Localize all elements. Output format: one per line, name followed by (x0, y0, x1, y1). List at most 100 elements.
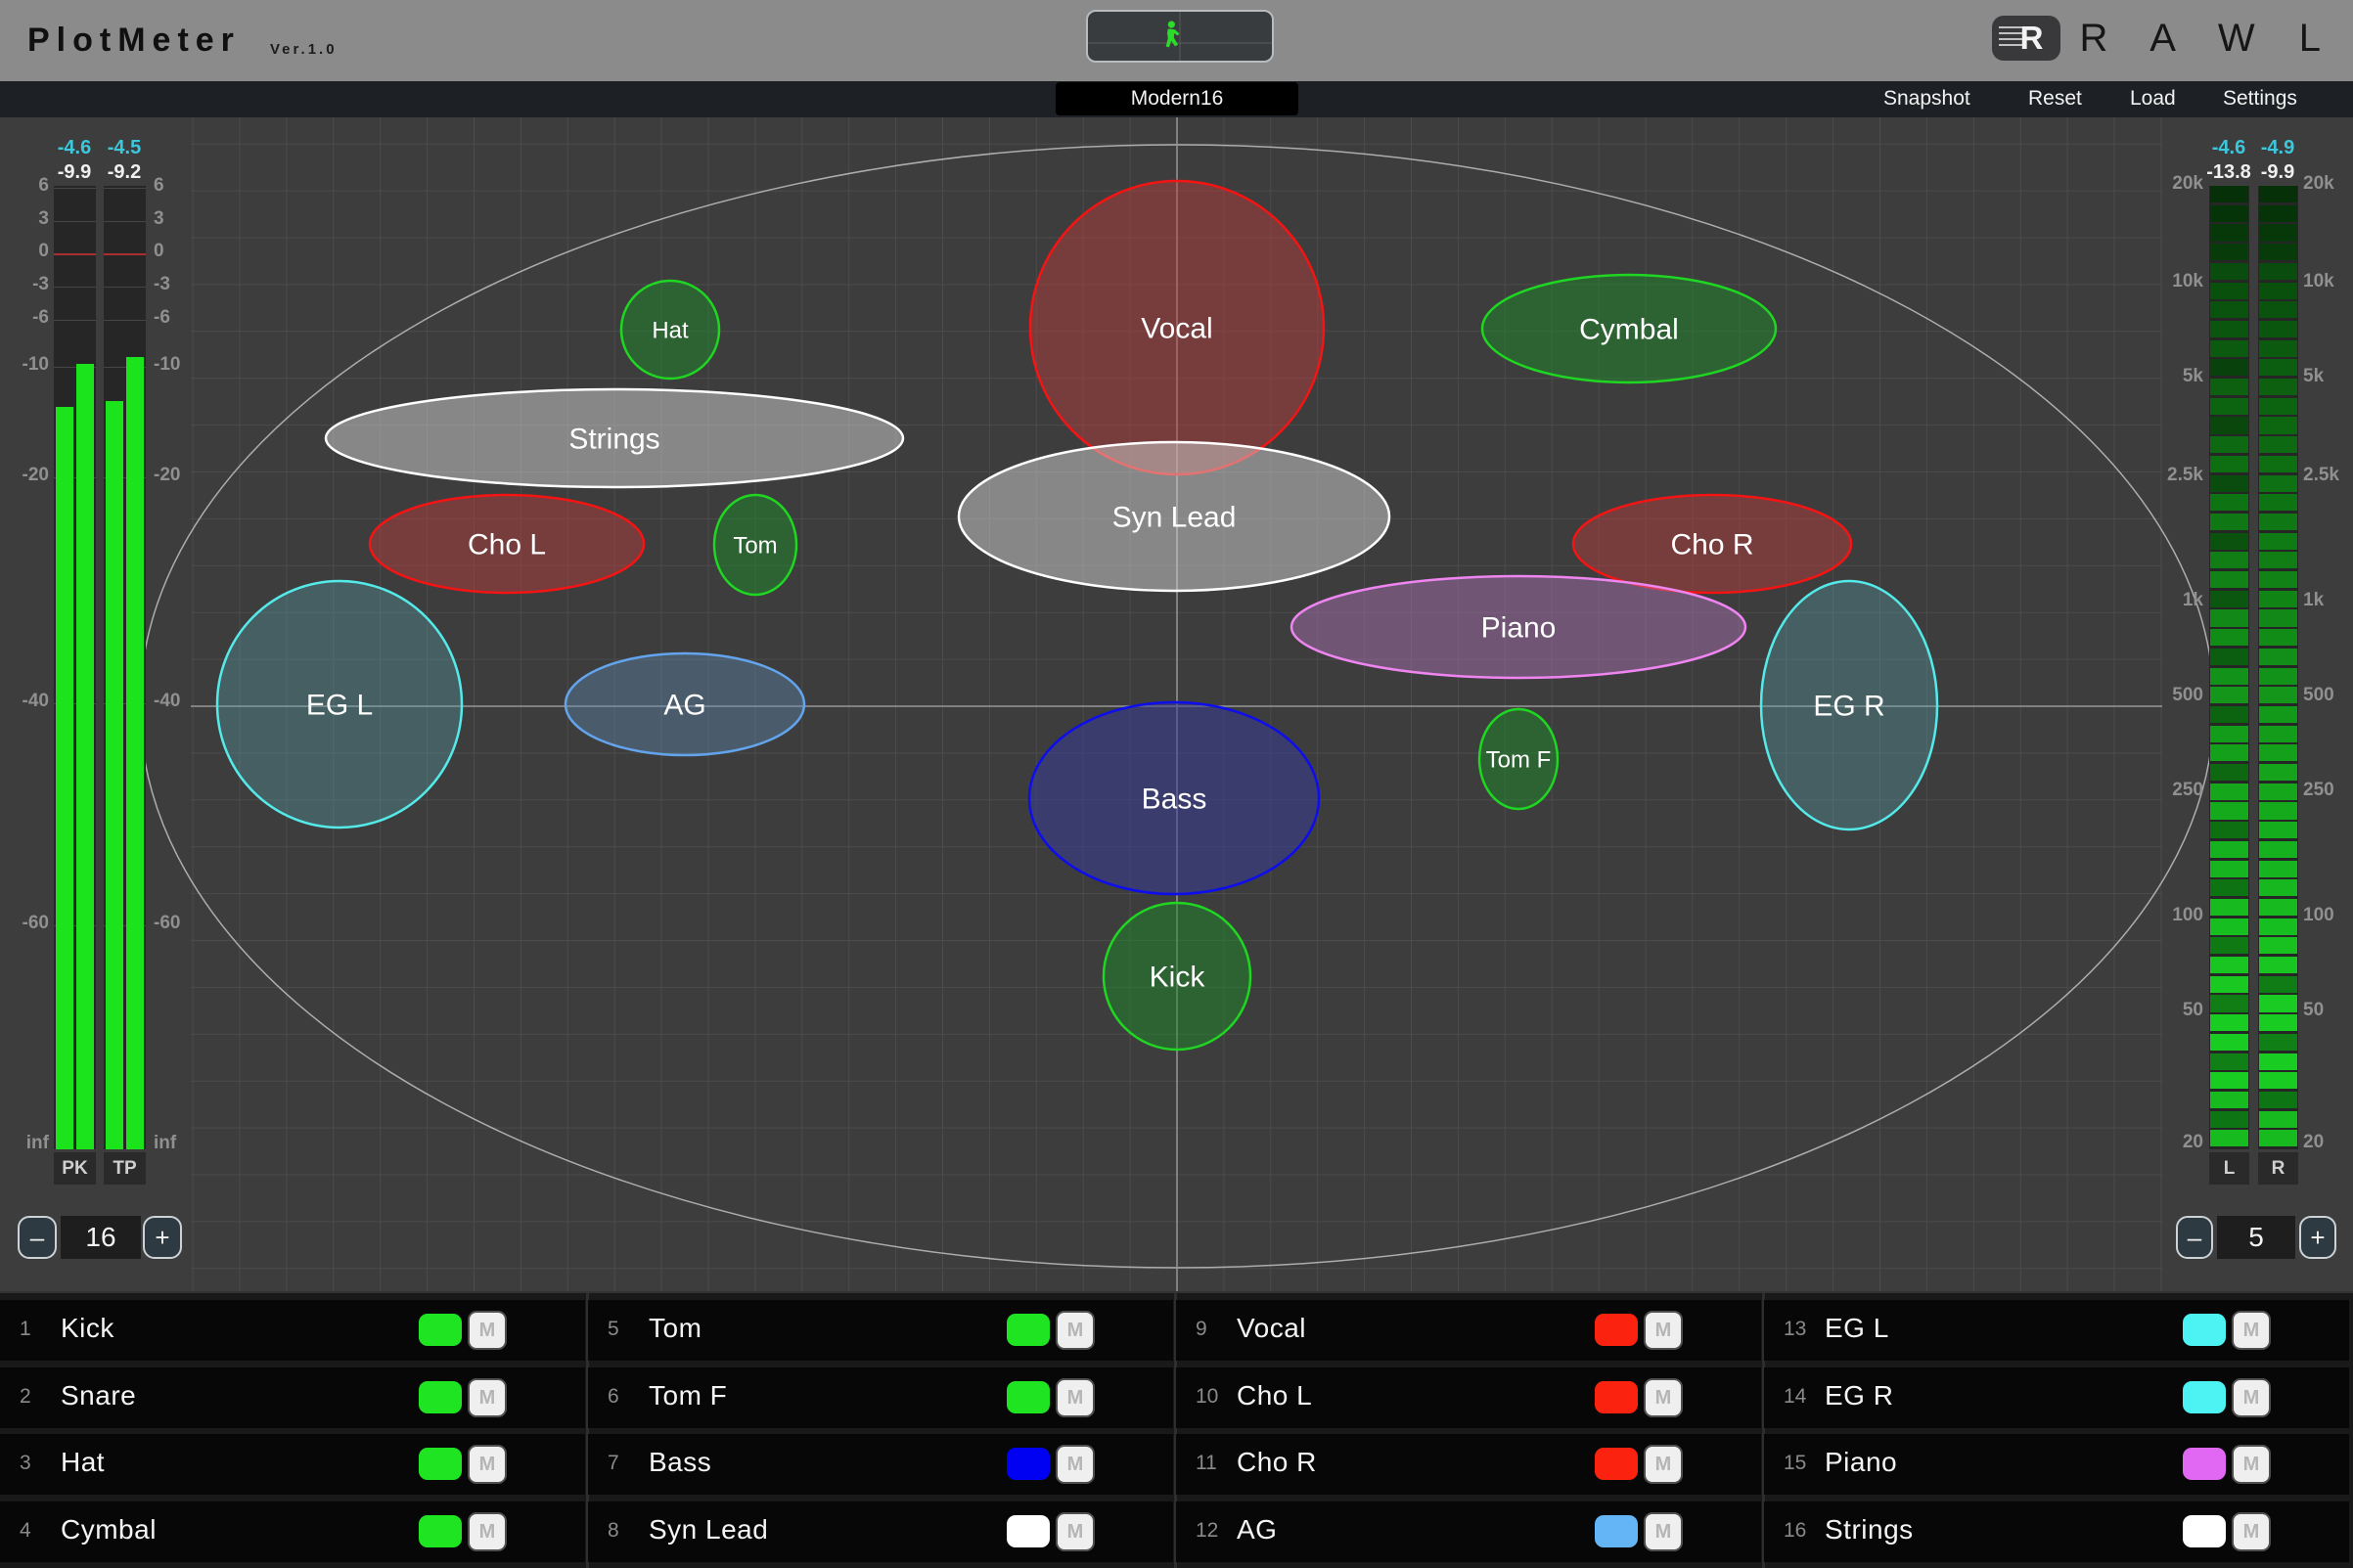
track-color-swatch[interactable] (2183, 1448, 2226, 1480)
meter-tick (54, 221, 96, 222)
mute-button[interactable]: M (1644, 1445, 1683, 1484)
peak-value-0: -4.6 (2211, 137, 2246, 158)
instrument-tom[interactable]: Tom (712, 493, 798, 597)
spectrum-segment (2210, 629, 2248, 647)
instrument-strings[interactable]: Strings (324, 387, 905, 489)
track-color-swatch[interactable] (1595, 1314, 1638, 1346)
spectrum-segment (2210, 822, 2248, 839)
meter-tick (104, 477, 146, 478)
menu-item-load[interactable]: Load (2130, 87, 2176, 110)
right-meter-stepper-increment-button[interactable]: + (2299, 1216, 2336, 1259)
app-version: Ver.1.0 (270, 41, 338, 58)
track-color-swatch[interactable] (419, 1381, 462, 1413)
track-color-swatch[interactable] (1007, 1448, 1050, 1480)
mute-button[interactable]: M (2232, 1378, 2271, 1417)
track-number: 6 (608, 1385, 619, 1408)
spectrum-segment (2210, 860, 2248, 877)
track-name: AG (1237, 1514, 1278, 1545)
spectrum-segment (2259, 609, 2297, 627)
track-name: Syn Lead (649, 1514, 769, 1545)
instrument-cymbal[interactable]: Cymbal (1480, 273, 1778, 384)
instrument-kick[interactable]: Kick (1102, 901, 1252, 1052)
mute-button[interactable]: M (2232, 1512, 2271, 1551)
mute-button[interactable]: M (1056, 1512, 1095, 1551)
mute-button[interactable]: M (1644, 1311, 1683, 1350)
right-meter-stepper-decrement-button[interactable]: – (2176, 1216, 2213, 1259)
instrument-eg-r[interactable]: EG R (1759, 579, 1939, 831)
track-row: 5 Tom M (588, 1300, 1173, 1361)
spectrum-segment (2259, 705, 2297, 724)
instrument-tom-f[interactable]: Tom F (1477, 707, 1560, 811)
mute-button[interactable]: M (468, 1512, 507, 1551)
peak-value-1: -4.9 (2260, 137, 2295, 158)
menu-item-settings[interactable]: Settings (2223, 87, 2297, 110)
left-meter-stepper-decrement-button[interactable]: – (18, 1216, 57, 1259)
track-color-swatch[interactable] (2183, 1314, 2226, 1346)
instrument-hat[interactable]: Hat (619, 279, 721, 381)
left-meter-stepper-increment-button[interactable]: + (143, 1216, 182, 1259)
track-row: 3 Hat M (0, 1434, 585, 1495)
instrument-vocal[interactable]: Vocal (1028, 179, 1326, 476)
instrument-piano[interactable]: Piano (1290, 574, 1747, 680)
instrument-label: Hat (652, 317, 689, 343)
track-color-swatch[interactable] (1595, 1448, 1638, 1480)
track-color-swatch[interactable] (1007, 1381, 1050, 1413)
spectrum-segment (2259, 744, 2297, 762)
track-color-swatch[interactable] (1007, 1515, 1050, 1547)
instrument-ag[interactable]: AG (564, 651, 806, 757)
meter-tick (104, 367, 146, 368)
track-color-swatch[interactable] (419, 1314, 462, 1346)
spectrum-segment (2210, 1033, 2248, 1051)
mute-button[interactable]: M (1644, 1378, 1683, 1417)
spectrum-segment (2259, 320, 2297, 338)
scale-label: 3 (38, 208, 49, 229)
mute-button[interactable]: M (468, 1311, 507, 1350)
track-color-swatch[interactable] (419, 1515, 462, 1547)
scale-label: 250 (2303, 780, 2334, 800)
channel-label-r[interactable]: R (2258, 1152, 2298, 1185)
channel-label-l[interactable]: L (2209, 1152, 2249, 1185)
scale-label: -60 (154, 913, 181, 933)
preset-tab[interactable]: Modern16 (1056, 82, 1298, 115)
track-color-swatch[interactable] (2183, 1381, 2226, 1413)
menu-item-reset[interactable]: Reset (2028, 87, 2082, 110)
track-color-swatch[interactable] (1595, 1515, 1638, 1547)
track-row: 12 AG M (1176, 1501, 1761, 1562)
spectrum-segment (2210, 687, 2248, 704)
instrument-cho-r[interactable]: Cho R (1571, 493, 1853, 595)
spectrum-segment (2259, 975, 2297, 993)
spectrum-segment (2259, 455, 2297, 472)
mute-button[interactable]: M (1644, 1512, 1683, 1551)
meter-tick (54, 287, 96, 288)
spectrum-segment (2210, 436, 2248, 454)
mute-button[interactable]: M (468, 1378, 507, 1417)
instrument-syn-lead[interactable]: Syn Lead (957, 440, 1391, 593)
spectrum-segment (2259, 802, 2297, 820)
instrument-label: Tom (733, 532, 777, 559)
spectrum-segment (2259, 840, 2297, 858)
instrument-cho-l[interactable]: Cho L (368, 493, 646, 595)
track-color-swatch[interactable] (1595, 1381, 1638, 1413)
spectrum-segment (2259, 436, 2297, 454)
mute-button[interactable]: M (1056, 1311, 1095, 1350)
spectrum-segment (2259, 532, 2297, 550)
spectrum-segment (2259, 552, 2297, 569)
channel-label-tp[interactable]: TP (104, 1152, 146, 1185)
instrument-eg-l[interactable]: EG L (215, 579, 464, 829)
rms-value-1: -9.9 (2260, 161, 2295, 183)
track-color-swatch[interactable] (419, 1448, 462, 1480)
mute-button[interactable]: M (468, 1445, 507, 1484)
instrument-bass[interactable]: Bass (1027, 700, 1321, 896)
spectrum-segment (2210, 455, 2248, 472)
mute-button[interactable]: M (2232, 1311, 2271, 1350)
track-column-divider (586, 1293, 589, 1568)
track-color-swatch[interactable] (2183, 1515, 2226, 1547)
mute-button[interactable]: M (1056, 1445, 1095, 1484)
mute-button[interactable]: M (1056, 1378, 1095, 1417)
track-color-swatch[interactable] (1007, 1314, 1050, 1346)
channel-label-pk[interactable]: PK (54, 1152, 96, 1185)
menu-item-snapshot[interactable]: Snapshot (1883, 87, 1970, 110)
track-column: 1 Kick M 2 Snare M 3 Hat M 4 Cymbal M (0, 1293, 585, 1568)
mute-button[interactable]: M (2232, 1445, 2271, 1484)
spectrum-segment (2210, 1072, 2248, 1090)
